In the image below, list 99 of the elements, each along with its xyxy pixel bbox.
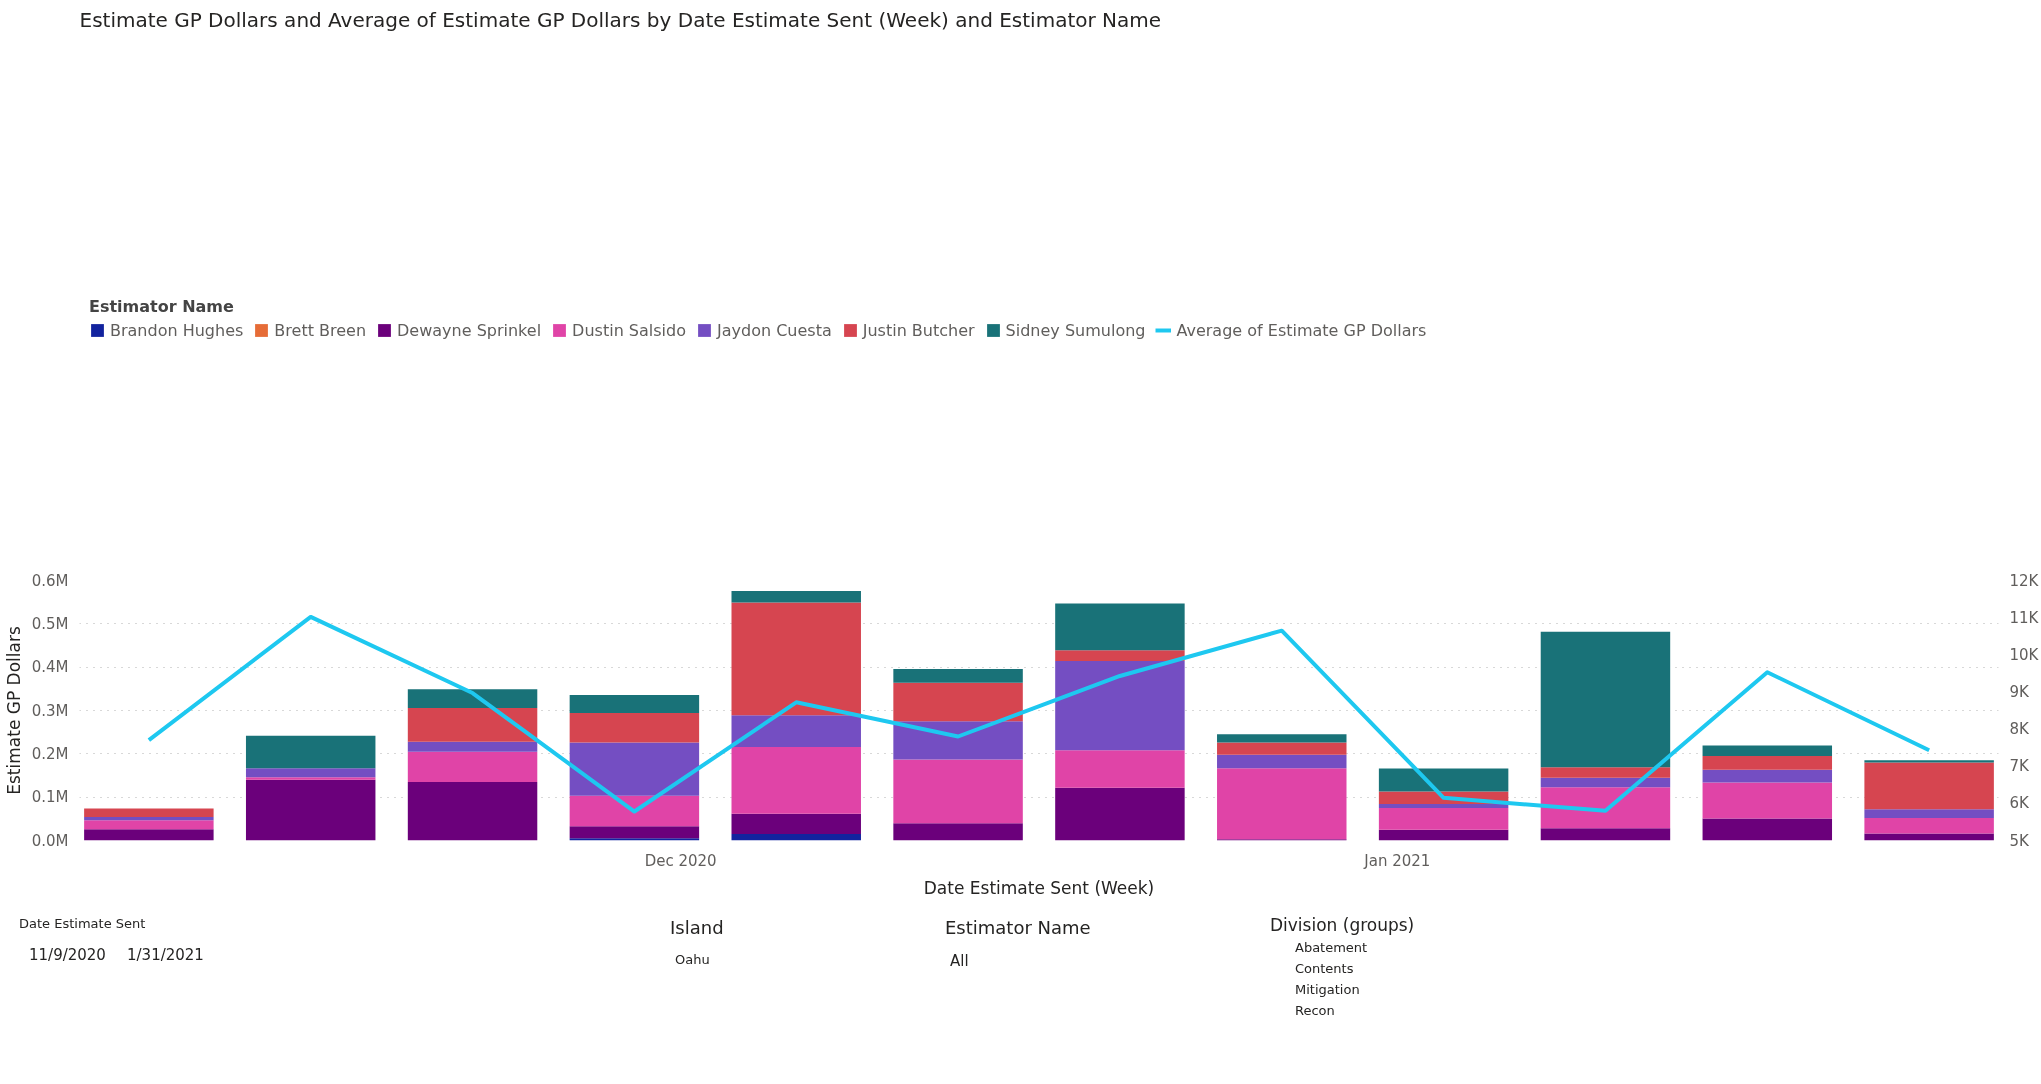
y-tick-label: 0.3M — [31, 701, 69, 720]
bar — [1055, 650, 1185, 662]
bar — [569, 826, 700, 839]
text: All — [950, 951, 969, 972]
legend-label: Dustin Salsido — [572, 320, 686, 340]
bar — [1540, 767, 1671, 778]
bar — [1864, 817, 1994, 834]
text: 11/9/2020 — [29, 945, 106, 966]
text: Oahu — [675, 951, 710, 969]
bar — [893, 682, 1023, 722]
y2-tick-label: 9K — [2009, 682, 2031, 701]
text: Mitigation — [1295, 981, 1360, 999]
bar — [245, 768, 376, 778]
y-tick-label: 0.4M — [31, 658, 69, 677]
legend-label: Sidney Sumulong — [1005, 320, 1146, 340]
bar — [245, 779, 376, 841]
y2-tick-label: 11K — [2009, 608, 2040, 627]
y-tick-label: 0.0M — [31, 831, 69, 850]
bar — [1055, 661, 1185, 751]
y-tick-label: 0.1M — [31, 788, 69, 807]
bar — [1702, 756, 1833, 770]
bar — [731, 602, 861, 716]
text: Abatement — [1295, 939, 1368, 957]
bar — [569, 795, 700, 827]
bar — [1217, 754, 1347, 769]
bar — [84, 820, 214, 830]
bar — [1864, 760, 1994, 763]
x-tick-label: Dec 2020 — [644, 851, 717, 870]
bar — [569, 838, 700, 841]
bar — [569, 713, 700, 743]
x-axis-title: Date Estimate Sent (Week) — [923, 877, 1155, 898]
y-tick-label: 0.5M — [31, 614, 69, 633]
bar — [1378, 829, 1509, 841]
text: Contents — [1295, 960, 1354, 978]
bar — [1864, 762, 1994, 810]
bar — [1540, 631, 1671, 768]
legend-label: Jaydon Cuesta — [716, 320, 832, 340]
bar — [1702, 745, 1833, 756]
bar — [1378, 768, 1509, 792]
legend-label: Brandon Hughes — [110, 320, 244, 340]
bar — [569, 742, 700, 796]
legend-label: Justin Butcher — [862, 320, 975, 340]
bar — [1055, 750, 1185, 788]
y2-tick-label: 10K — [2009, 645, 2040, 664]
bar — [1378, 808, 1509, 830]
bar — [893, 721, 1023, 760]
y2-tick-label: 6K — [2009, 794, 2031, 813]
bar — [84, 808, 214, 818]
bar — [245, 735, 376, 769]
bar — [1702, 782, 1833, 819]
line-series — [146, 614, 1932, 814]
bar — [893, 823, 1023, 841]
y2-tick-label: 12K — [2009, 571, 2040, 590]
bar — [84, 829, 214, 841]
bar — [731, 813, 861, 834]
legend-title: Estimator Name — [89, 296, 235, 316]
bar — [731, 746, 861, 814]
legend-label: Brett Breen — [274, 320, 367, 340]
bar — [731, 834, 861, 841]
bar — [1540, 787, 1671, 829]
y2-tick-label: 5K — [2009, 831, 2031, 850]
bar — [893, 668, 1023, 683]
x-tick-label: Jan 2021 — [1363, 851, 1431, 870]
y-axis-title: Estimate GP Dollars — [3, 626, 24, 795]
bar — [407, 741, 538, 752]
bar — [1864, 809, 1994, 818]
y2-tick-label: 7K — [2009, 757, 2031, 776]
text: Division (groups) — [1270, 914, 1415, 937]
text: Recon — [1295, 1002, 1335, 1020]
bar — [407, 689, 538, 708]
bar — [893, 759, 1023, 824]
legend-label: Average of Estimate GP Dollars — [1176, 320, 1427, 340]
bar — [245, 777, 376, 780]
y-tick-label: 0.6M — [31, 571, 69, 590]
bar — [731, 590, 861, 603]
bar — [1702, 769, 1833, 783]
bar — [407, 782, 538, 841]
text: Estimator Name — [945, 916, 1091, 940]
y2-tick-label: 8K — [2009, 720, 2031, 739]
bar — [1540, 777, 1671, 788]
bar — [1378, 804, 1509, 808]
bar — [1217, 734, 1347, 743]
bar — [1055, 787, 1185, 841]
bar — [84, 817, 214, 821]
y-tick-label: 0.2M — [31, 744, 69, 763]
text: Island — [670, 916, 724, 940]
bar — [1217, 742, 1347, 755]
legend-label: Dewayne Sprinkel — [397, 320, 542, 340]
bar — [1217, 768, 1347, 840]
bar — [1055, 603, 1185, 651]
bar — [407, 751, 538, 782]
bar — [1702, 818, 1833, 841]
bar — [569, 694, 700, 714]
bar — [731, 715, 861, 747]
text: Date Estimate Sent — [19, 915, 146, 933]
bar — [407, 707, 538, 742]
text: 1/31/2021 — [127, 945, 204, 966]
chart-title: Estimate GP Dollars and Average of Estimate GP Dollars by Date Estimate Sent (Week) and Estimator Name — [79, 7, 1162, 32]
bar — [1540, 828, 1671, 841]
